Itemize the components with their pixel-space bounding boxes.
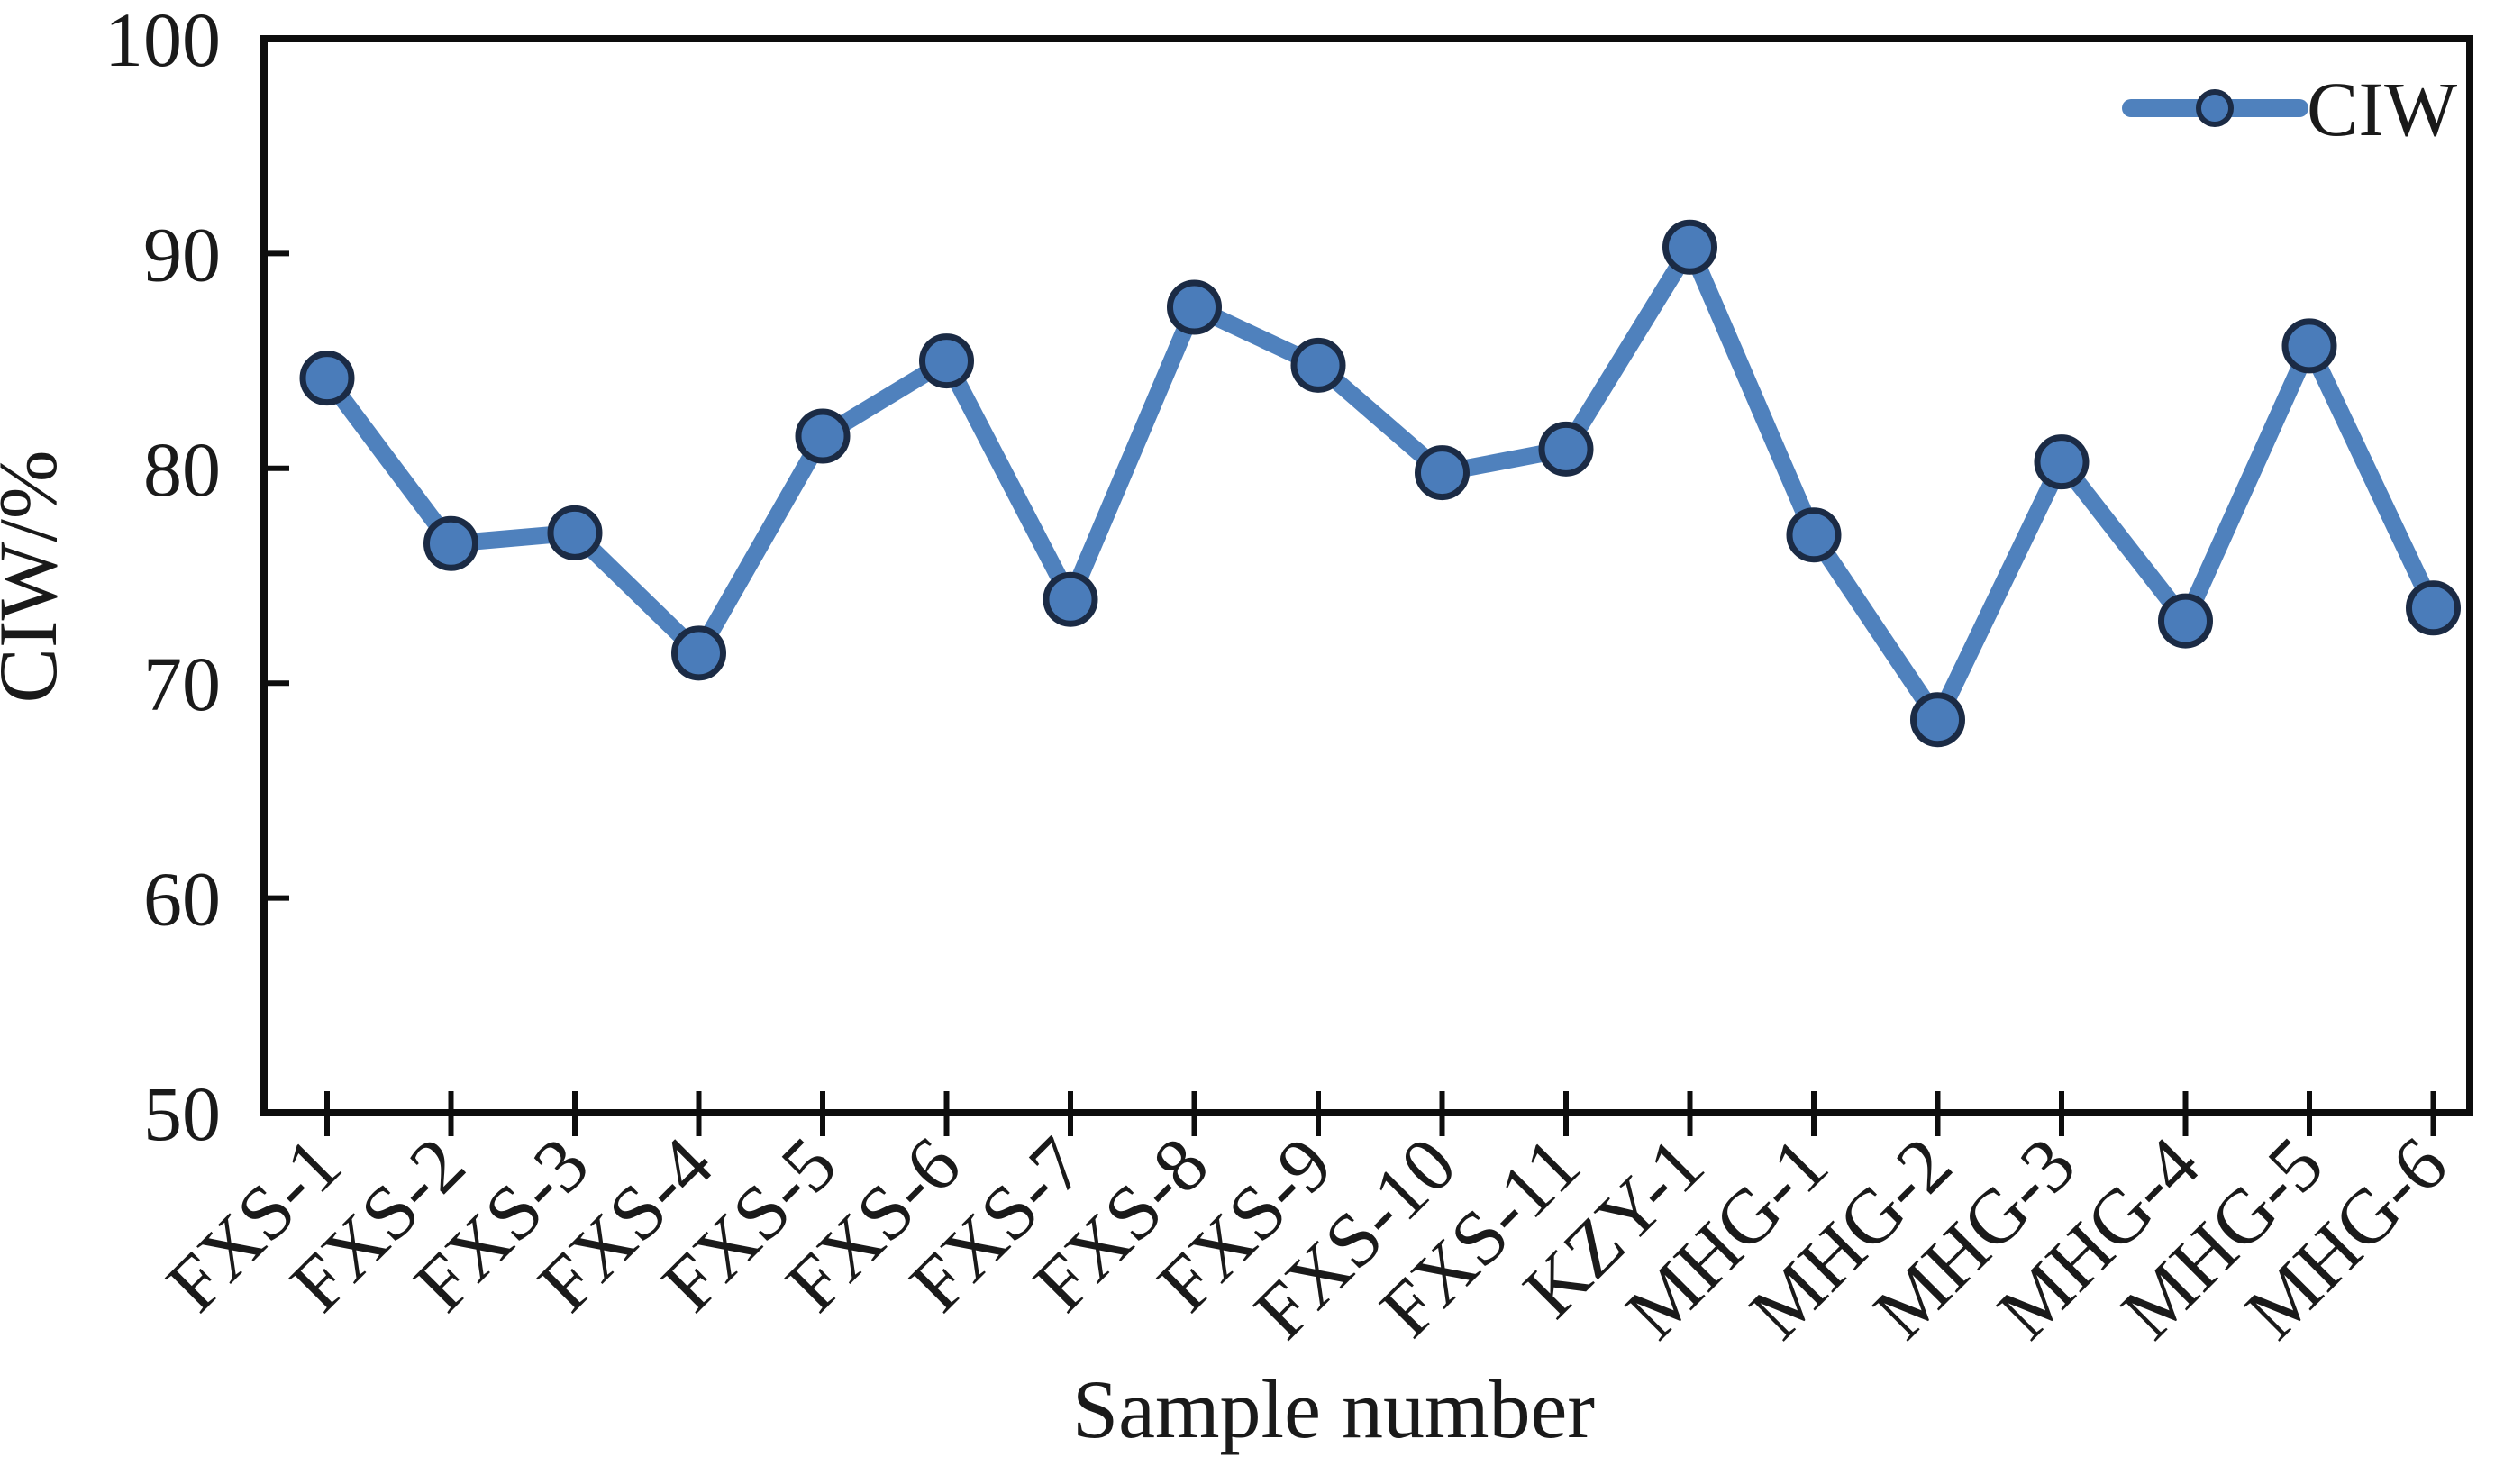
- data-point-FXS-4: [671, 625, 726, 681]
- data-series: [299, 219, 2461, 748]
- y-tick-label: 60: [143, 856, 221, 942]
- data-point-FXS-5: [795, 408, 851, 464]
- data-point-FXS-8: [1167, 279, 1222, 335]
- legend-marker-icon: [2196, 89, 2234, 127]
- series-line-ciw: [318, 238, 2442, 729]
- y-axis-ticks: [264, 250, 289, 901]
- legend-label: CIW: [2307, 66, 2457, 152]
- y-tick-label: 70: [143, 641, 221, 727]
- data-point-FXS-11: [1538, 421, 1594, 477]
- data-point-MHG-2: [1910, 692, 1965, 748]
- x-axis-ticks: [324, 1091, 2436, 1136]
- data-point-FXS-2: [423, 515, 478, 571]
- y-tick-label: 100: [105, 0, 221, 83]
- data-point-FXS-3: [547, 505, 603, 560]
- legend: CIW: [2122, 66, 2457, 152]
- data-point-MHG-3: [2034, 434, 2090, 490]
- y-axis-title: CIW/%: [0, 450, 74, 703]
- data-point-FXS-10: [1415, 445, 1470, 501]
- data-point-FXS-9: [1290, 337, 1346, 393]
- data-point-MHG-6: [2406, 580, 2461, 636]
- x-axis-title: Sample number: [1072, 1363, 1595, 1455]
- data-point-FXS-6: [919, 333, 974, 389]
- plot-frame: [260, 35, 2473, 1116]
- data-point-MHG-5: [2281, 318, 2337, 374]
- data-point-MHG-1: [1786, 507, 1842, 563]
- data-point-KZY-1: [1662, 219, 1717, 275]
- data-point-FXS-7: [1043, 571, 1098, 627]
- y-tick-label: 80: [143, 426, 221, 513]
- y-tick-label: 90: [143, 211, 221, 297]
- y-tick-label: 50: [143, 1070, 221, 1157]
- y-axis-tick-labels: 50 60 70 80 90 100: [105, 0, 221, 1157]
- x-axis-tick-labels: FXS-1FXS-2FXS-3FXS-4FXS-5FXS-6FXS-7FXS-8…: [150, 1121, 2463, 1356]
- data-point-FXS-1: [299, 351, 355, 406]
- data-point-MHG-4: [2158, 593, 2213, 649]
